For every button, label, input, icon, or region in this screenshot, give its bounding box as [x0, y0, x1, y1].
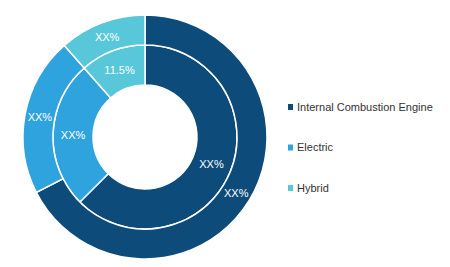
data-label: XX% [224, 187, 249, 199]
data-label: XX% [61, 129, 86, 141]
ring-slice [36, 15, 267, 259]
legend: Internal Combustion Engine Electric Hybrid [288, 101, 433, 194]
legend-swatch [288, 145, 293, 151]
ring-slice [64, 15, 145, 68]
legend-swatch [288, 104, 293, 110]
legend-label: Electric [297, 141, 334, 153]
data-label: XX% [28, 111, 53, 123]
legend-label: Internal Combustion Engine [297, 101, 433, 113]
data-label: XX% [199, 158, 224, 170]
chart: XX% XX% 11.5% XX% XX% XX% Internal Combustion … [0, 0, 450, 267]
rings [23, 15, 267, 259]
ring-slice [23, 45, 84, 192]
data-label: XX% [95, 31, 120, 43]
data-labels: XX% XX% 11.5% XX% XX% XX% [28, 31, 249, 199]
legend-label: Hybrid [297, 182, 329, 194]
legend-swatch [288, 185, 293, 191]
data-label: 11.5% [104, 63, 135, 75]
